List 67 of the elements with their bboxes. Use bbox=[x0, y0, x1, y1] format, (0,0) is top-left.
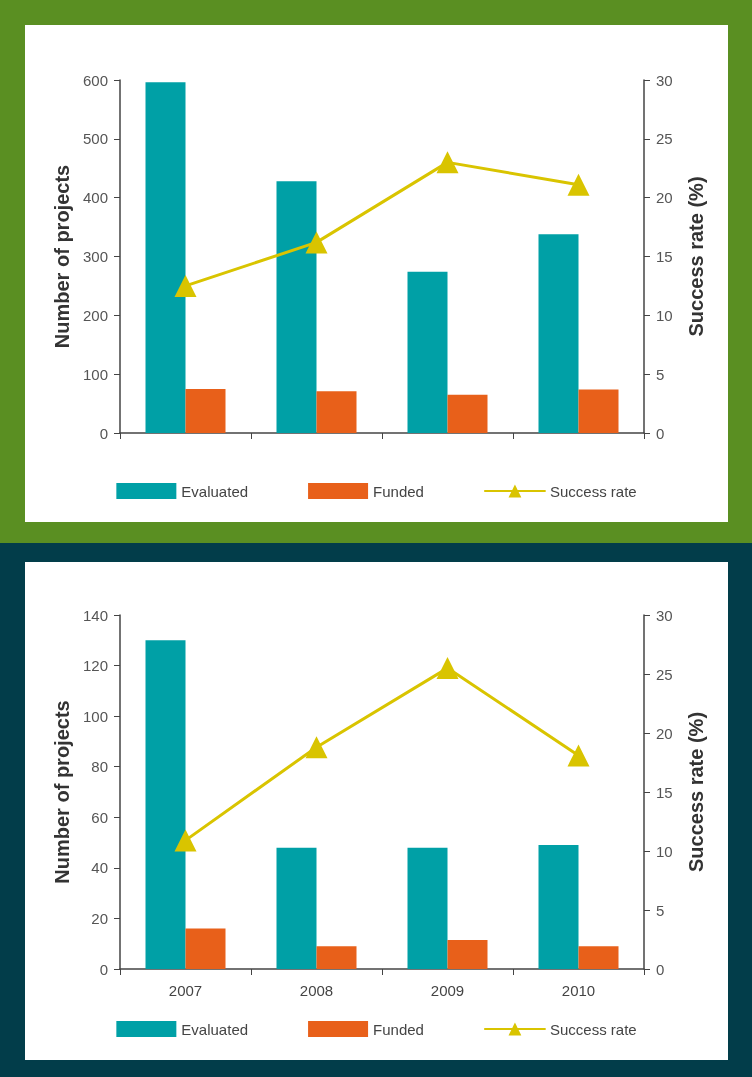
y-tick-label: 60 bbox=[91, 808, 108, 826]
y2-tick-label: 10 bbox=[656, 306, 673, 324]
bar bbox=[447, 394, 488, 433]
bar bbox=[145, 82, 186, 433]
legend-label: Success rate bbox=[549, 1020, 637, 1038]
bar bbox=[145, 640, 186, 969]
bar bbox=[407, 847, 448, 969]
x-tick-label: 2009 bbox=[430, 982, 465, 999]
y2-tick-label: 25 bbox=[656, 130, 673, 148]
y-tick-label: 200 bbox=[82, 306, 108, 324]
y2-tick-label: 25 bbox=[656, 665, 673, 683]
bar bbox=[316, 391, 357, 433]
bar bbox=[185, 928, 226, 969]
y-tick-label: 100 bbox=[82, 707, 108, 725]
y-tick-label: 0 bbox=[99, 424, 108, 442]
point bbox=[567, 744, 590, 767]
bar bbox=[538, 234, 579, 433]
legend-label: Evaluated bbox=[181, 1020, 249, 1038]
x-tick-label: 2007 bbox=[168, 982, 203, 999]
y-tick-label: 40 bbox=[91, 859, 108, 877]
y-tick-label: 140 bbox=[82, 606, 108, 624]
y-tick-label: 500 bbox=[82, 130, 108, 148]
bar bbox=[276, 847, 317, 969]
y2-tick-label: 30 bbox=[656, 71, 673, 89]
point bbox=[305, 736, 328, 759]
bar bbox=[578, 389, 619, 433]
y2-tick-label: 5 bbox=[656, 901, 665, 919]
point bbox=[305, 231, 328, 254]
y-tick-label: 400 bbox=[82, 189, 108, 207]
legend-label: Funded bbox=[373, 1020, 424, 1038]
x-tick-label: 2008 bbox=[299, 982, 334, 999]
point bbox=[436, 151, 459, 174]
y-tick-label: 300 bbox=[82, 248, 108, 265]
y2-tick-label: 0 bbox=[656, 424, 665, 442]
bar bbox=[578, 946, 619, 969]
y2-tick-label: 15 bbox=[656, 248, 673, 265]
y2-axis-title: Success rate (%) bbox=[685, 176, 707, 337]
bar bbox=[316, 946, 357, 969]
bar bbox=[185, 388, 226, 433]
y-tick-label: 600 bbox=[82, 71, 108, 89]
y2-tick-label: 10 bbox=[656, 842, 673, 860]
y2-tick-label: 20 bbox=[656, 189, 673, 207]
y-axis-title: Number of projects bbox=[51, 164, 74, 349]
y-tick-label: 120 bbox=[82, 657, 108, 675]
y-tick-label: 80 bbox=[91, 758, 108, 776]
bar bbox=[407, 271, 448, 433]
bar bbox=[276, 181, 317, 433]
y-axis-title: Number of projects bbox=[51, 700, 74, 884]
point bbox=[567, 173, 590, 196]
point bbox=[436, 657, 459, 680]
y2-tick-label: 15 bbox=[656, 783, 673, 801]
y2-tick-label: 5 bbox=[656, 365, 665, 383]
bar bbox=[538, 845, 579, 969]
point bbox=[174, 829, 197, 852]
y-tick-label: 0 bbox=[99, 960, 108, 978]
legend-label: Evaluated bbox=[181, 482, 249, 500]
y-tick-label: 20 bbox=[91, 909, 108, 927]
y-tick-label: 100 bbox=[82, 365, 108, 383]
y2-tick-label: 20 bbox=[656, 724, 673, 742]
point bbox=[174, 274, 197, 297]
x-tick-label: 2010 bbox=[561, 982, 596, 999]
bar bbox=[447, 939, 488, 969]
legend-label: Funded bbox=[373, 482, 424, 500]
y2-axis-title: Success rate (%) bbox=[685, 711, 707, 873]
y2-tick-label: 30 bbox=[656, 606, 673, 624]
y2-tick-label: 0 bbox=[656, 960, 665, 978]
legend-label: Success rate bbox=[549, 482, 637, 500]
